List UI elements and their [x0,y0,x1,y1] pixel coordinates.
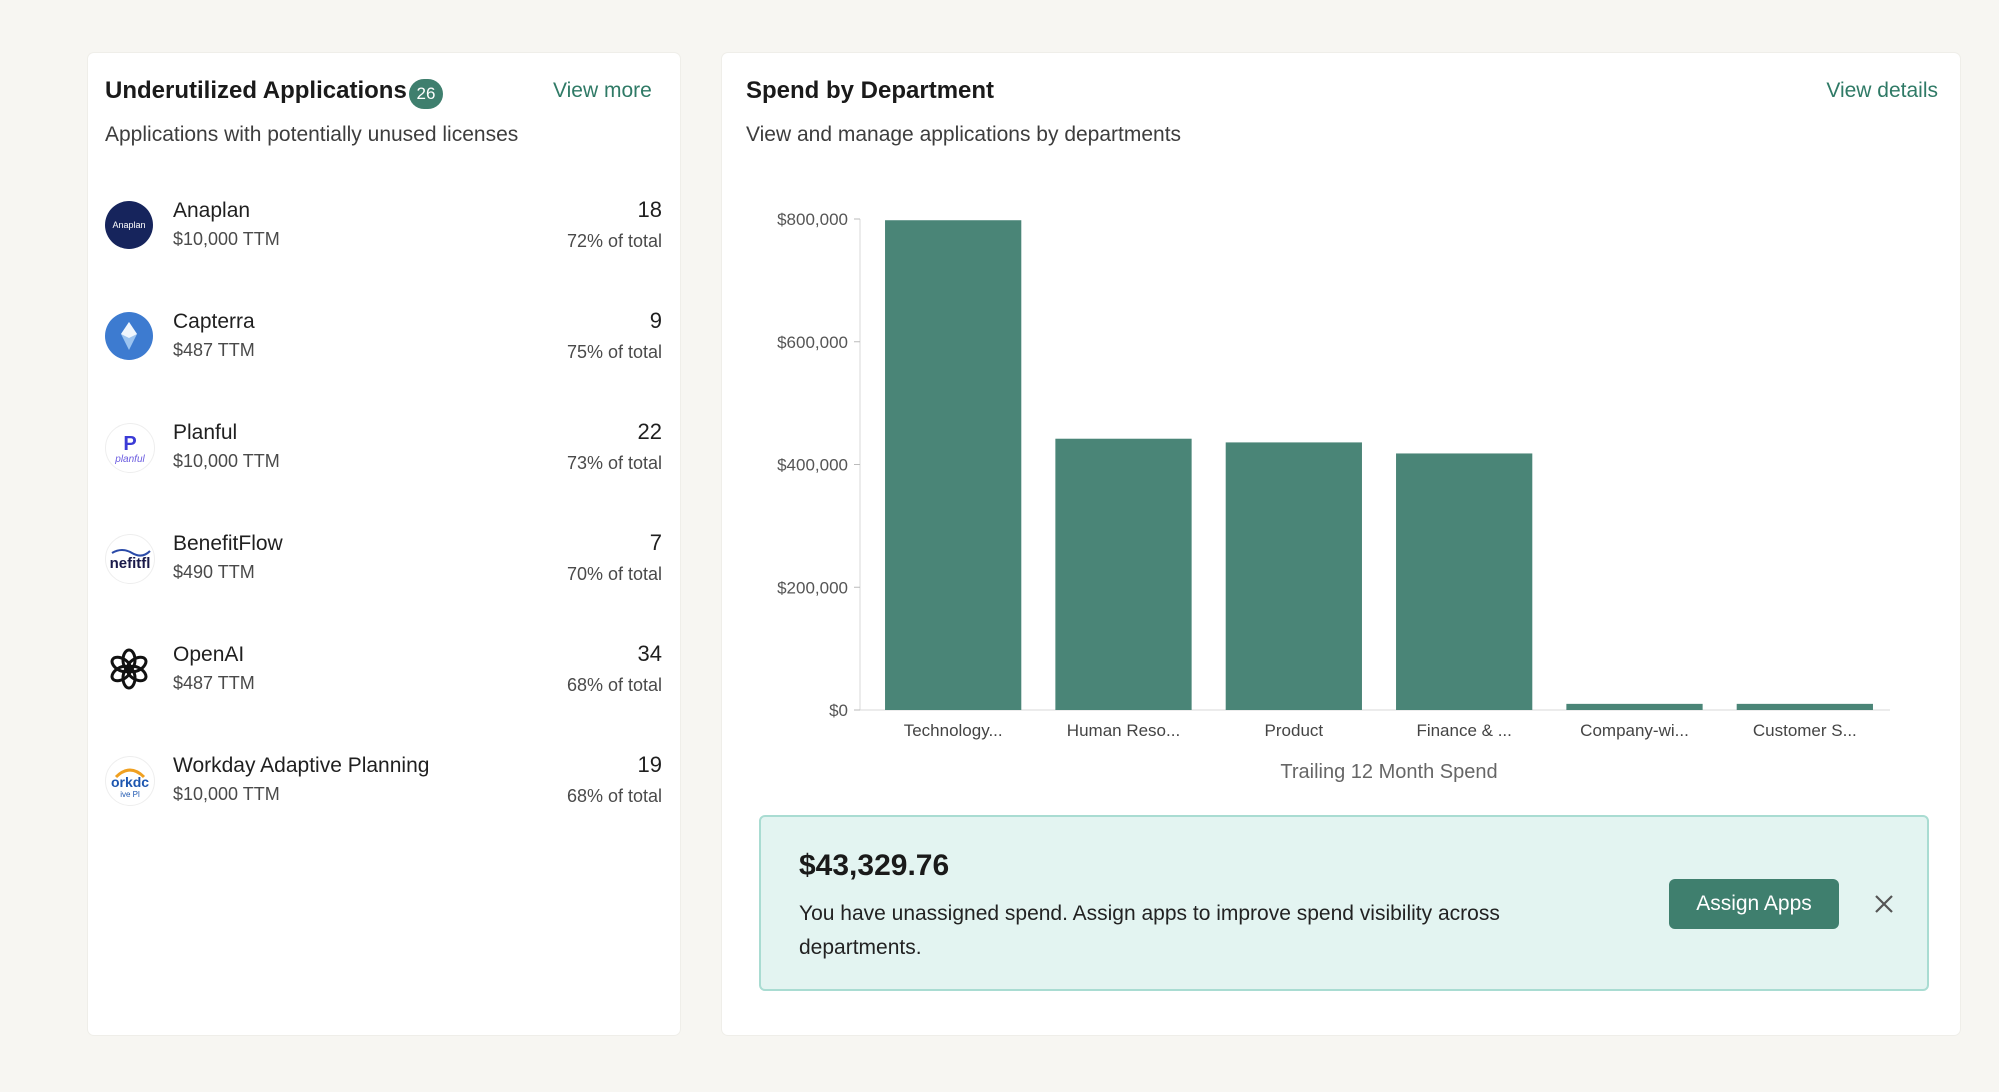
app-name: Workday Adaptive Planning [173,754,430,777]
y-tick-label: $0 [829,701,848,720]
app-unused-count: 19 [637,752,662,777]
spend-by-department-card: Spend by Department View details View an… [722,53,1960,1035]
x-tick-label: Finance & ... [1416,721,1511,740]
unassigned-spend-message: You have unassigned spend. Assign apps t… [799,902,1500,959]
underutilized-count-badge: 26 [409,79,443,109]
bar [1566,703,1703,710]
x-tick-label: Product [1265,721,1324,740]
planful-logo-icon: P planful [105,423,155,473]
capterra-logo-icon [105,312,153,360]
x-axis-title: Trailing 12 Month Spend [1280,761,1497,783]
bar [885,220,1022,711]
app-unused-percent: 73% of total [566,453,662,473]
underutilized-subtitle: Applications with potentially unused lic… [105,123,519,146]
app-unused-count: 34 [637,641,662,666]
app-ttm: $490 TTM [173,562,255,582]
view-details-link[interactable]: View details [1826,79,1938,102]
spend-title: Spend by Department [746,77,995,104]
anaplan-logo-icon: Anaplan [105,201,153,249]
svg-text:P: P [123,433,136,455]
svg-text:planful: planful [114,454,145,465]
underutilized-applications-card: Underutilized Applications 26 View more … [88,53,680,1035]
app-row-capterra[interactable]: Capterra $487 TTM 9 75% of total [105,302,662,382]
app-name: OpenAI [173,643,245,666]
view-more-link[interactable]: View more [553,79,652,102]
y-tick-label: $400,000 [777,456,848,475]
app-ttm: $487 TTM [173,673,255,693]
app-unused-count: 9 [649,308,662,333]
bar [1736,703,1873,710]
svg-text:nefitfl: nefitfl [110,555,151,572]
bar [1396,453,1533,710]
underutilized-title: Underutilized Applications [105,77,407,104]
app-name: Capterra [173,310,255,333]
app-unused-percent: 70% of total [566,564,662,584]
app-unused-percent: 72% of total [566,231,662,251]
app-unused-percent: 75% of total [566,342,662,362]
spend-subtitle: View and manage applications by departme… [746,123,1182,146]
app-unused-count: 18 [637,197,662,222]
y-tick-label: $800,000 [777,210,848,229]
app-ttm: $10,000 TTM [173,784,280,804]
bar [1225,442,1362,710]
app-row-anaplan[interactable]: Anaplan Anaplan $10,000 TTM 18 72% of to… [105,191,662,271]
app-row-workday-adaptive-planning[interactable]: orkdc ive Pl Workday Adaptive Planning $… [105,746,662,826]
app-unused-count: 22 [637,419,662,444]
app-name: Anaplan [173,199,251,222]
app-name: BenefitFlow [173,532,283,555]
app-name: Planful [173,421,238,444]
unassigned-spend-amount: $43,329.76 [799,849,950,882]
app-unused-percent: 68% of total [566,786,662,806]
x-tick-label: Technology... [904,721,1003,740]
close-icon[interactable] [1869,889,1899,919]
app-row-planful[interactable]: P planful Planful $10,000 TTM 22 73% of … [105,413,662,493]
y-tick-label: $600,000 [777,333,848,352]
assign-apps-button[interactable]: Assign Apps [1669,879,1839,929]
app-row-benefitflow[interactable]: nefitfl BenefitFlow $490 TTM 7 70% of to… [105,524,662,604]
unassigned-spend-banner: $43,329.76 You have unassigned spend. As… [759,815,1929,991]
workday-logo-icon: orkdc ive Pl [105,756,155,806]
app-unused-percent: 68% of total [566,675,662,695]
openai-logo-icon [105,645,153,693]
benefitflow-logo-icon: nefitfl [105,534,155,584]
x-tick-label: Human Reso... [1067,721,1180,740]
app-unused-count: 7 [649,530,662,555]
app-ttm: $487 TTM [173,340,255,360]
app-row-openai[interactable]: OpenAI $487 TTM 34 68% of total [105,635,662,715]
y-tick-label: $200,000 [777,578,848,597]
svg-text:orkdc: orkdc [111,774,149,790]
spend-bar-chart: $0 $200,000 $400,000 $600,000 $800,000 Techno… [777,210,1890,783]
x-tick-label: Customer S... [1753,721,1857,740]
app-ttm: $10,000 TTM [173,229,280,249]
app-ttm: $10,000 TTM [173,451,280,471]
x-tick-label: Company-wi... [1580,721,1689,740]
bar [1055,438,1192,710]
svg-text:ive Pl: ive Pl [120,790,140,799]
